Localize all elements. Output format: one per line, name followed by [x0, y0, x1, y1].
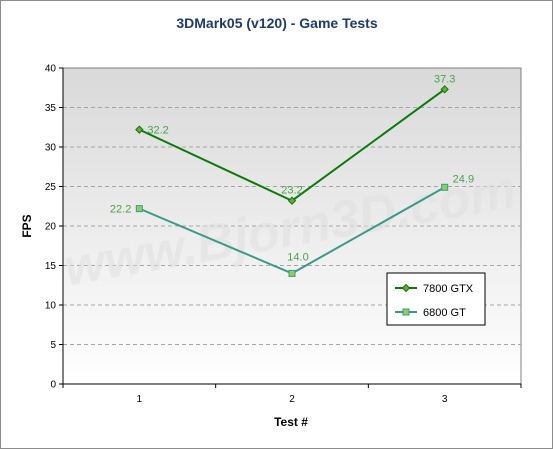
y-tick-label: 10: [45, 301, 57, 312]
y-tick-label: 15: [45, 261, 57, 272]
y-tick-label: 25: [45, 182, 57, 193]
y-tick-label: 30: [45, 143, 57, 154]
axes: 0 5 10 15 20 25 30 35 40 1 2 3: [45, 64, 522, 405]
chart-title: 3DMark05 (v120) - Game Tests: [176, 15, 377, 31]
data-label: 14.0: [287, 251, 308, 263]
data-label: 23.2: [281, 185, 302, 197]
legend-marker: [402, 308, 410, 316]
x-tick-label: 3: [442, 394, 448, 405]
series-layer: [135, 85, 449, 277]
data-point: [135, 125, 144, 134]
x-tick-label: 1: [137, 394, 143, 405]
x-axis-title: Test #: [274, 415, 308, 429]
data-labels: 32.2 23.2 37.3 22.2 14.0 24.9: [110, 73, 474, 263]
data-point: [287, 196, 297, 205]
data-point: [135, 205, 143, 213]
y-tick-label: 5: [50, 340, 56, 351]
x-tick-label: 2: [289, 394, 295, 405]
data-label: 24.9: [453, 173, 474, 185]
data-label: 37.3: [434, 73, 455, 85]
legend-box: [386, 272, 486, 326]
legend-label: 7800 GTX: [423, 283, 474, 295]
data-point: [441, 183, 449, 191]
legend-label: 6800 GT: [423, 307, 466, 319]
data-point: [288, 269, 296, 277]
y-tick-label: 20: [45, 222, 57, 233]
data-label: 32.2: [147, 125, 168, 137]
y-tick-label: 40: [45, 64, 57, 75]
y-tick-label: 35: [45, 103, 57, 114]
y-axis-title: FPS: [20, 214, 34, 237]
legend: 7800 GTX 6800 GT: [386, 272, 486, 326]
data-label: 22.2: [110, 204, 131, 216]
legend-marker: [401, 283, 411, 293]
y-tick-label: 0: [50, 380, 56, 391]
data-point: [440, 85, 449, 94]
